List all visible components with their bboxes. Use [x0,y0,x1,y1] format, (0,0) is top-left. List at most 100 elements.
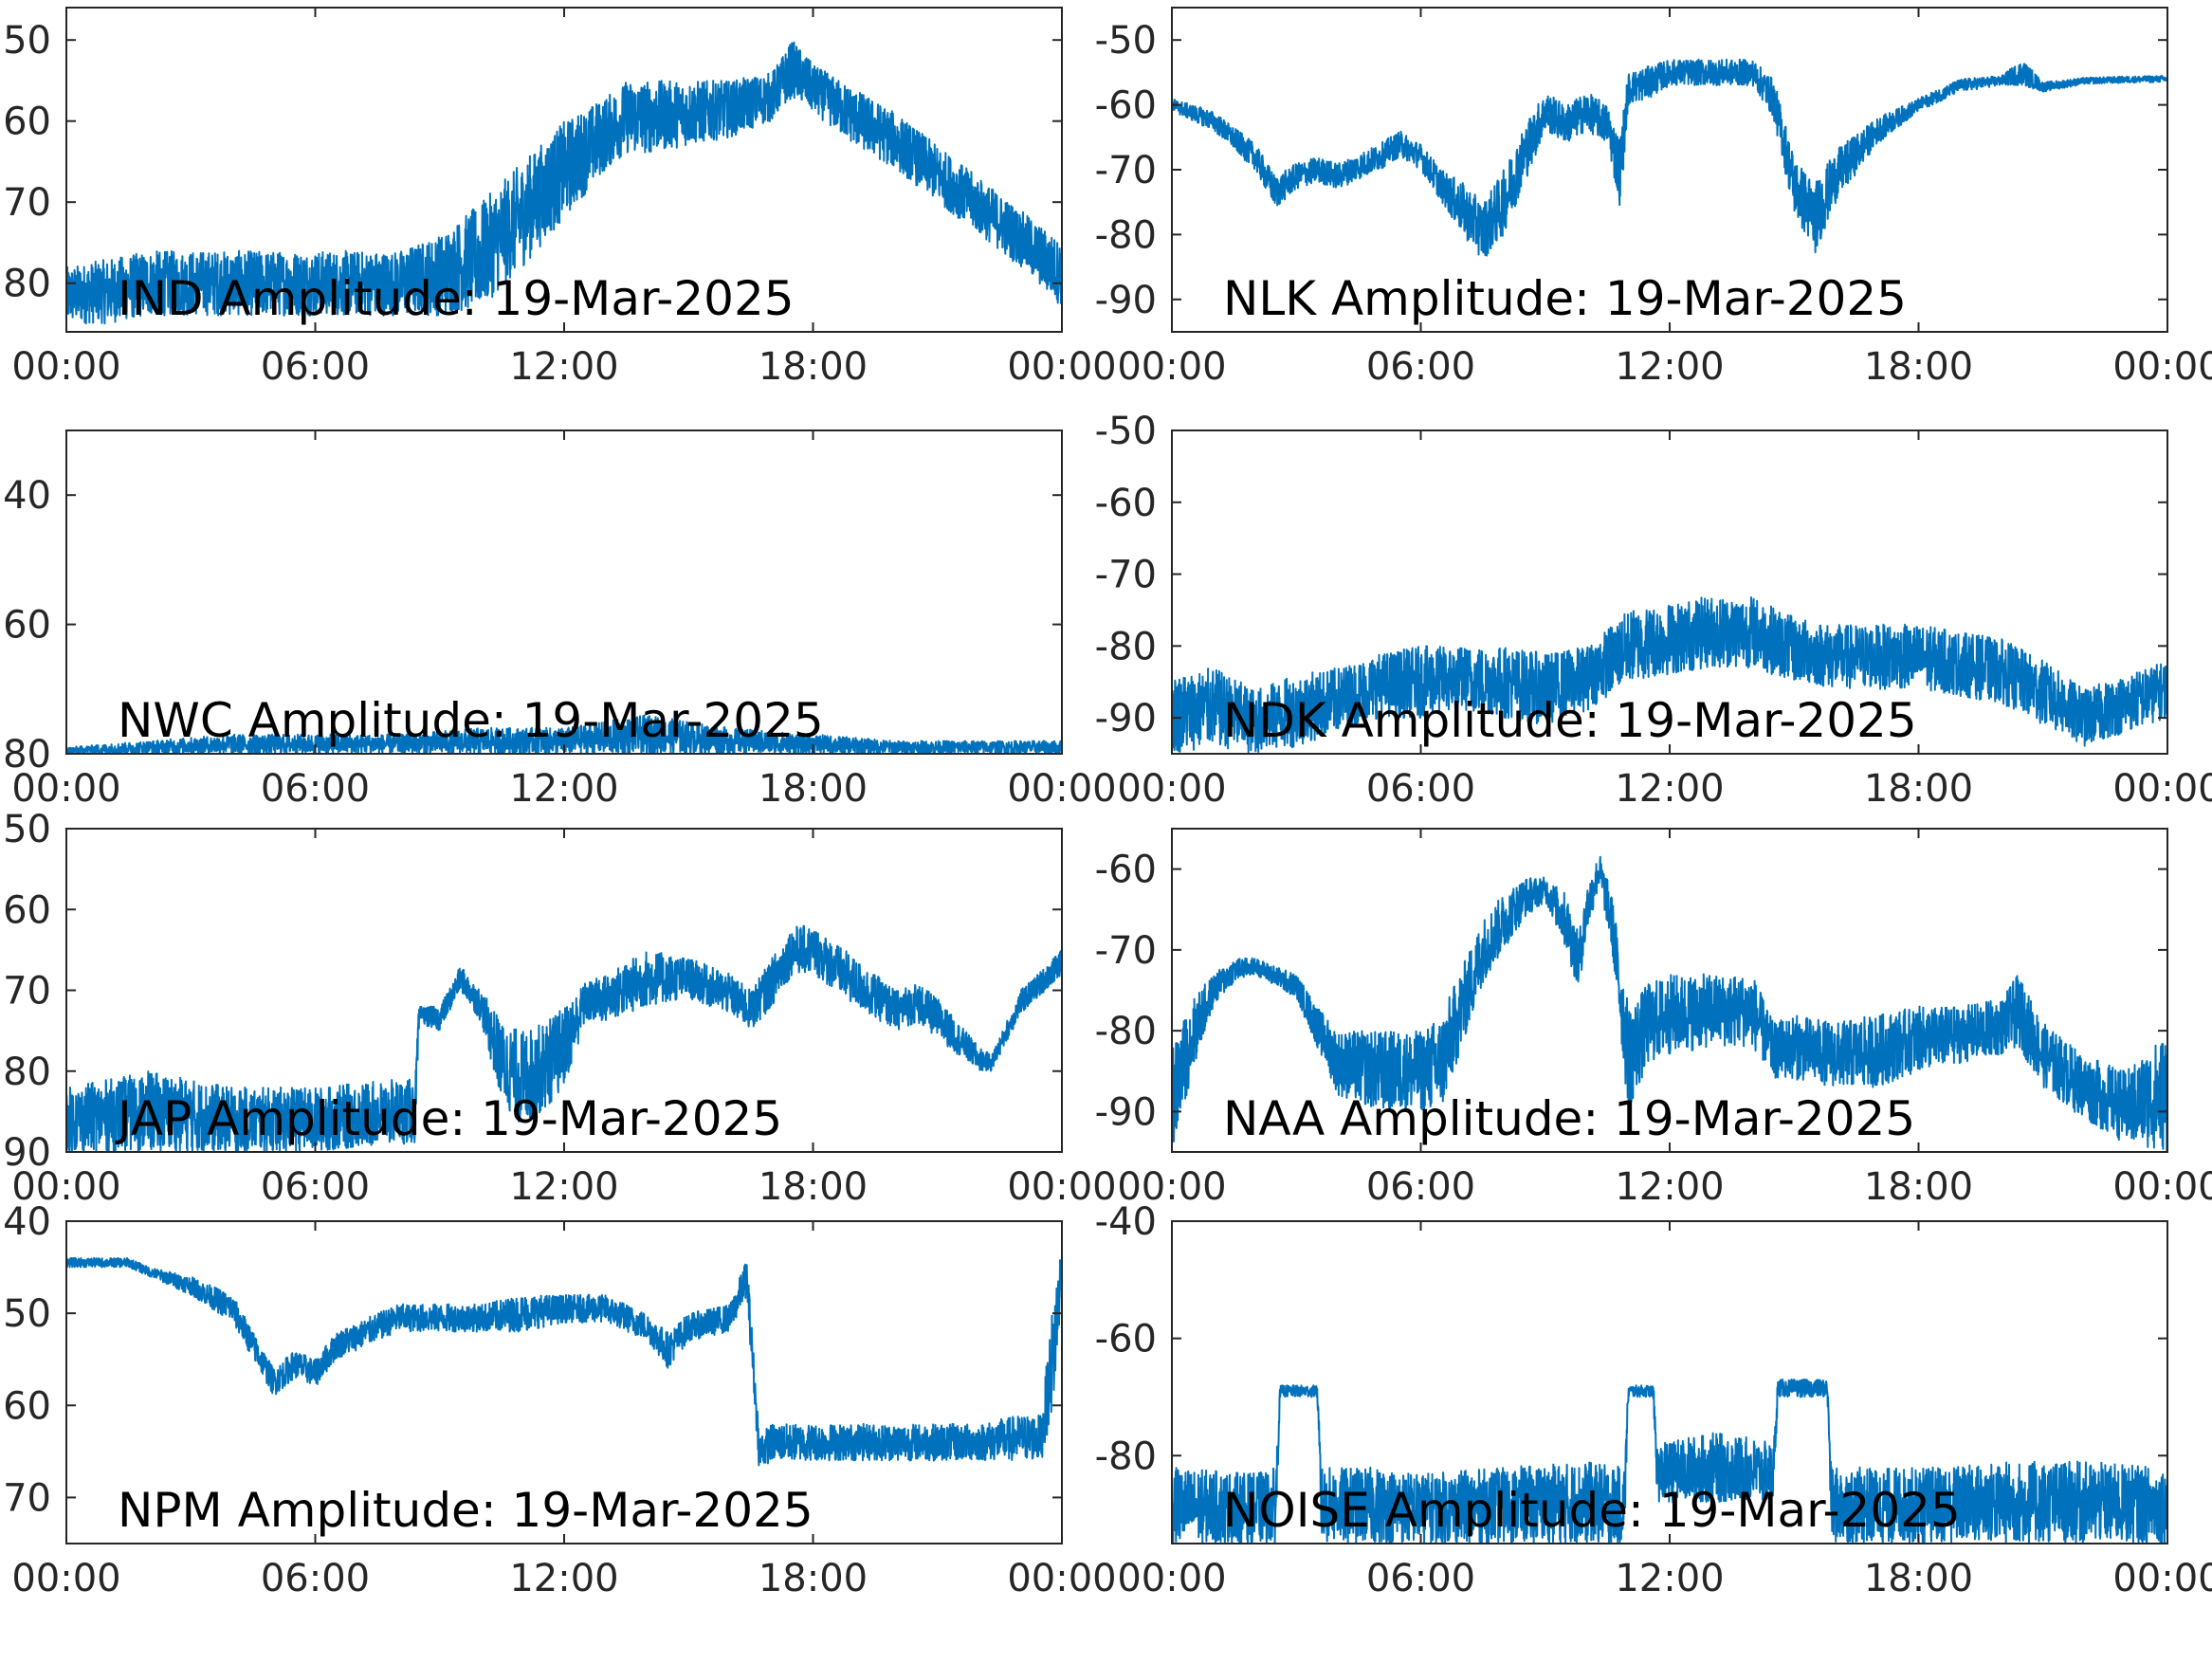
series-line-npm [66,1256,1062,1467]
y-tick-label: 40 [3,1200,51,1244]
series-line-naa [1172,855,2167,1152]
x-tick-label: 00:00 [1007,345,1116,389]
x-tick-label: 18:00 [1864,345,1973,389]
x-tick-label: 06:00 [1366,345,1475,389]
y-tick-label: -70 [1095,929,1157,973]
y-tick-label: -90 [1095,697,1157,740]
x-tick-label: 00:00 [1007,767,1116,811]
panel-ndk: 00:00 06:00 12:00 18:00 00:00 -50 -60 -70 -80 -90… [1095,410,2212,811]
y-tick-label: -60 [1095,849,1157,892]
x-tick-label: 00:00 [1007,1165,1116,1209]
series-line-ind [66,41,1062,325]
x-tick-label: 06:00 [1366,1557,1475,1600]
y-tick-label: -60 [1095,84,1157,128]
x-tick-label: 06:00 [261,1165,370,1209]
y-tick-label: 80 [3,733,51,777]
y-tick-label: 50 [3,1292,51,1336]
y-tick-label: -60 [1095,482,1157,525]
panel-title-naa: NAA Amplitude: 19-Mar-2025 [1223,1091,1915,1146]
y-tick-label: -50 [1095,410,1157,453]
x-tick-label: 00:00 [2112,1557,2212,1600]
panel-nlk: 00:00 06:00 12:00 18:00 00:00 -50 -60 -70 -80 -90… [1095,7,2212,389]
y-tick-label: -70 [1095,554,1157,597]
panel-title-noise: NOISE Amplitude: 19-Mar-2025 [1223,1483,1961,1538]
y-tick-label: -80 [1095,1435,1157,1478]
series-line-noise [1172,1378,2167,1544]
panel-ind: 00:00 06:00 12:00 18:00 00:00 50 60 70 80 IND Amp… [3,7,1117,389]
x-tick-label: 00:00 [1117,1557,1226,1600]
panel-jap: 00:00 06:00 12:00 18:00 00:00 50 60 70 80 90 JAP A… [3,808,1117,1209]
series-line-ndk [1172,596,2167,754]
x-tick-label: 12:00 [1615,1165,1724,1209]
x-tick-label: 00:00 [11,1165,120,1209]
y-tick-label: 70 [3,1476,51,1520]
y-tick-label: 60 [3,101,51,144]
x-tick-label: 12:00 [509,1557,618,1600]
y-tick-label: 70 [3,970,51,1014]
panel-nwc: 00:00 06:00 12:00 18:00 00:00 40 60 80 NWC Ampli… [3,429,1117,811]
y-tick-label: 90 [3,1131,51,1175]
y-tick-label: -80 [1095,1010,1157,1053]
y-tick-label: 60 [3,888,51,932]
x-tick-label: 00:00 [2112,1165,2212,1209]
x-tick-label: 12:00 [509,1165,618,1209]
y-tick-label: 60 [3,604,51,648]
panel-title-jap: JAP Amplitude: 19-Mar-2025 [115,1091,782,1146]
panel-npm: 00:00 06:00 12:00 18:00 00:00 40 50 60 70 NPM Amp… [3,1200,1117,1600]
x-tick-label: 06:00 [261,1557,370,1600]
x-tick-label: 18:00 [1864,1165,1973,1209]
x-tick-label: 12:00 [1615,345,1724,389]
x-tick-label: 00:00 [11,345,120,389]
x-tick-label: 18:00 [1864,767,1973,811]
x-tick-label: 12:00 [1615,767,1724,811]
x-tick-label: 12:00 [509,767,618,811]
y-tick-label: 50 [3,808,51,851]
y-tick-label: -80 [1095,625,1157,668]
y-tick-label: -90 [1095,279,1157,322]
x-tick-label: 12:00 [509,345,618,389]
x-tick-label: 18:00 [759,767,868,811]
x-tick-label: 18:00 [759,1165,868,1209]
x-tick-label: 00:00 [1117,1165,1226,1209]
y-tick-label: 60 [3,1384,51,1428]
panel-title-ndk: NDK Amplitude: 19-Mar-2025 [1223,693,1917,748]
x-tick-label: 00:00 [11,1557,120,1600]
x-tick-label: 18:00 [1864,1557,1973,1600]
y-tick-label: 80 [3,1051,51,1094]
series-line-nwc [66,714,1062,754]
panel-naa: 00:00 06:00 12:00 18:00 00:00 -60 -70 -80 -90 NAA… [1095,828,2212,1209]
x-tick-label: 06:00 [261,345,370,389]
y-tick-label: 50 [3,19,51,63]
panel-title-npm: NPM Amplitude: 19-Mar-2025 [118,1483,814,1538]
x-tick-label: 00:00 [2112,345,2212,389]
x-tick-label: 00:00 [1117,345,1226,389]
y-tick-label: -90 [1095,1090,1157,1134]
y-tick-label: -70 [1095,149,1157,192]
y-tick-label: -80 [1095,213,1157,257]
y-tick-label: -60 [1095,1318,1157,1361]
panel-noise: 00:00 06:00 12:00 18:00 00:00 -40 -60 -80 NOISE … [1095,1200,2212,1600]
x-tick-label: 18:00 [759,345,868,389]
panel-title-ind: IND Amplitude: 19-Mar-2025 [118,271,795,326]
x-tick-label: 06:00 [261,767,370,811]
y-tick-label: -40 [1095,1200,1157,1244]
y-tick-label: 80 [3,263,51,306]
x-tick-label: 06:00 [1366,1165,1475,1209]
x-tick-label: 12:00 [1615,1557,1724,1600]
x-tick-label: 00:00 [11,767,120,811]
y-tick-label: 70 [3,181,51,225]
series-line-nlk [1172,58,2167,257]
x-tick-label: 06:00 [1366,767,1475,811]
series-line-jap [66,924,1062,1152]
panel-title-nwc: NWC Amplitude: 19-Mar-2025 [118,693,824,748]
x-tick-label: 00:00 [1007,1557,1116,1600]
panel-title-nlk: NLK Amplitude: 19-Mar-2025 [1223,271,1907,326]
x-tick-label: 18:00 [759,1557,868,1600]
x-tick-label: 00:00 [2112,767,2212,811]
y-tick-label: 40 [3,474,51,518]
x-tick-label: 00:00 [1117,767,1226,811]
y-tick-label: -50 [1095,19,1157,63]
